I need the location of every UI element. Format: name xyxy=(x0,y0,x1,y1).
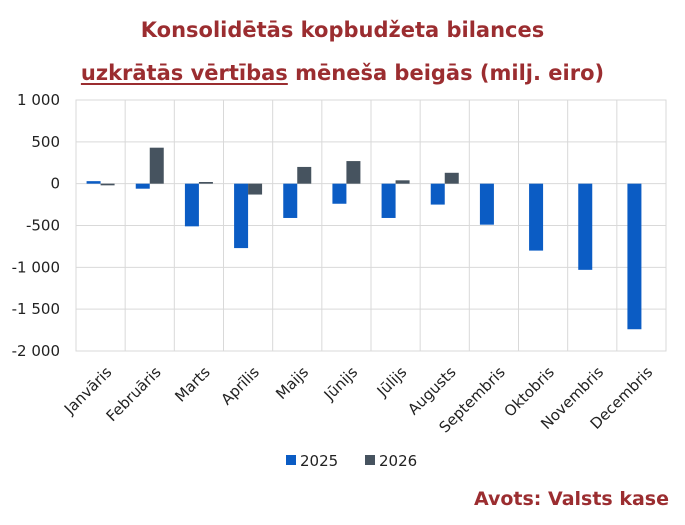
bar-2026-3 xyxy=(248,183,263,195)
chart-title-underlined: uzkrātās vērtības xyxy=(80,61,288,85)
x-category-label: Marts xyxy=(171,363,214,406)
gridlines xyxy=(76,99,666,352)
bar-2025-0 xyxy=(86,181,101,184)
x-category-label: Aprīlis xyxy=(217,363,263,409)
x-category-label: Jūlijs xyxy=(373,363,411,401)
y-tick-label: -500 xyxy=(26,217,60,235)
bar-2025-9 xyxy=(529,183,544,251)
chart-title-line-1: Konsolidētās kopbudžeta bilances xyxy=(140,18,545,42)
bar-2026-2 xyxy=(198,181,213,184)
legend-swatch-2025 xyxy=(286,455,296,465)
plot-frame xyxy=(75,99,667,352)
bar-2025-7 xyxy=(430,183,445,205)
bar-2025-1 xyxy=(135,183,150,189)
bar-2025-10 xyxy=(578,183,593,270)
chart-title-line-2: uzkrātās vērtības mēneša beigās (milj. e… xyxy=(0,61,685,85)
y-tick-label: -1 000 xyxy=(12,258,60,276)
legend-label-2025: 2025 xyxy=(300,452,338,470)
x-category-label: Februāris xyxy=(103,363,165,425)
bar-2026-5 xyxy=(346,161,361,184)
bar-2025-8 xyxy=(479,183,494,225)
legend-swatch-2026 xyxy=(365,455,375,465)
chart-title-rest: mēneša beigās (milj. eiro) xyxy=(287,61,605,85)
bar-2026-1 xyxy=(149,147,164,184)
bar-2025-4 xyxy=(283,183,298,218)
x-category-label: Maijs xyxy=(272,363,312,403)
bar-2025-11 xyxy=(627,183,642,330)
bar-2025-5 xyxy=(332,183,347,204)
y-tick-label: 0 xyxy=(50,175,60,193)
bar-2025-6 xyxy=(381,183,396,218)
bar-2025-3 xyxy=(234,183,249,249)
bar-2026-7 xyxy=(444,172,459,184)
bar-2025-2 xyxy=(184,183,199,227)
bar-2026-4 xyxy=(297,166,312,184)
x-category-label: Jūnijs xyxy=(320,363,362,405)
y-tick-label: -2 000 xyxy=(12,342,60,360)
plot-border xyxy=(75,99,667,352)
legend-label-2026: 2026 xyxy=(379,452,417,470)
y-tick-label: 1 000 xyxy=(17,91,60,109)
source-note: Avots: Valsts kase xyxy=(473,488,669,510)
bars xyxy=(86,147,642,330)
bar-2026-6 xyxy=(395,180,410,184)
y-tick-label: 500 xyxy=(31,133,60,151)
y-tick-label: -1 500 xyxy=(12,300,60,318)
bar-2026-0 xyxy=(100,183,115,186)
y-axis-ticks: 1 000 500 0 -500 -1 000 -1 500 -2 000 xyxy=(12,91,60,360)
legend: 2025 2026 xyxy=(286,452,417,470)
